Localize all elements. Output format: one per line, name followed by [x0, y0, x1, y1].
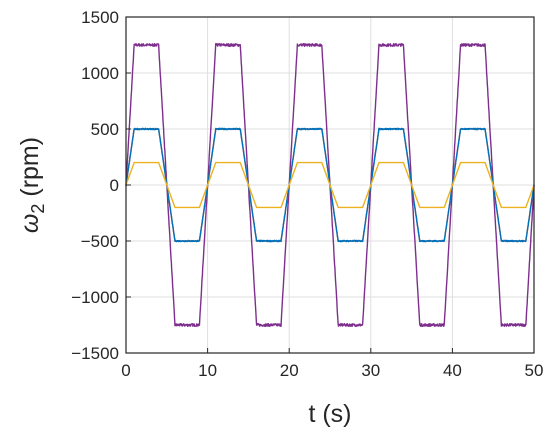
y-tick-label: −1000 — [71, 288, 119, 307]
x-tick-label: 40 — [443, 361, 462, 380]
x-axis-label: t (s) — [308, 400, 351, 428]
y-tick-label: −500 — [81, 232, 119, 251]
y-tick-label: −1500 — [71, 344, 119, 363]
x-tick-label: 30 — [361, 361, 380, 380]
tick-labels: 0 10 20 30 40 50 −1500 −1000 −500 0 500 1000 1500 — [71, 8, 543, 380]
y-tick-label: 500 — [91, 120, 119, 139]
x-tick-label: 0 — [121, 361, 130, 380]
y-tick-label: 1000 — [81, 64, 119, 83]
y-axis-symbol: ω — [16, 214, 44, 233]
y-axis-unit: (rpm) — [16, 137, 44, 204]
x-tick-label: 10 — [198, 361, 217, 380]
series-lines — [125, 42, 535, 328]
series-line-4 — [125, 161, 535, 209]
x-tick-label: 50 — [525, 361, 544, 380]
x-tick-label: 20 — [280, 361, 299, 380]
y-tick-label: 0 — [110, 176, 119, 195]
y-tick-label: 1500 — [81, 8, 119, 27]
y-axis-label: ω2 (rpm) — [16, 137, 48, 233]
y-axis-subscript: 2 — [28, 204, 48, 214]
